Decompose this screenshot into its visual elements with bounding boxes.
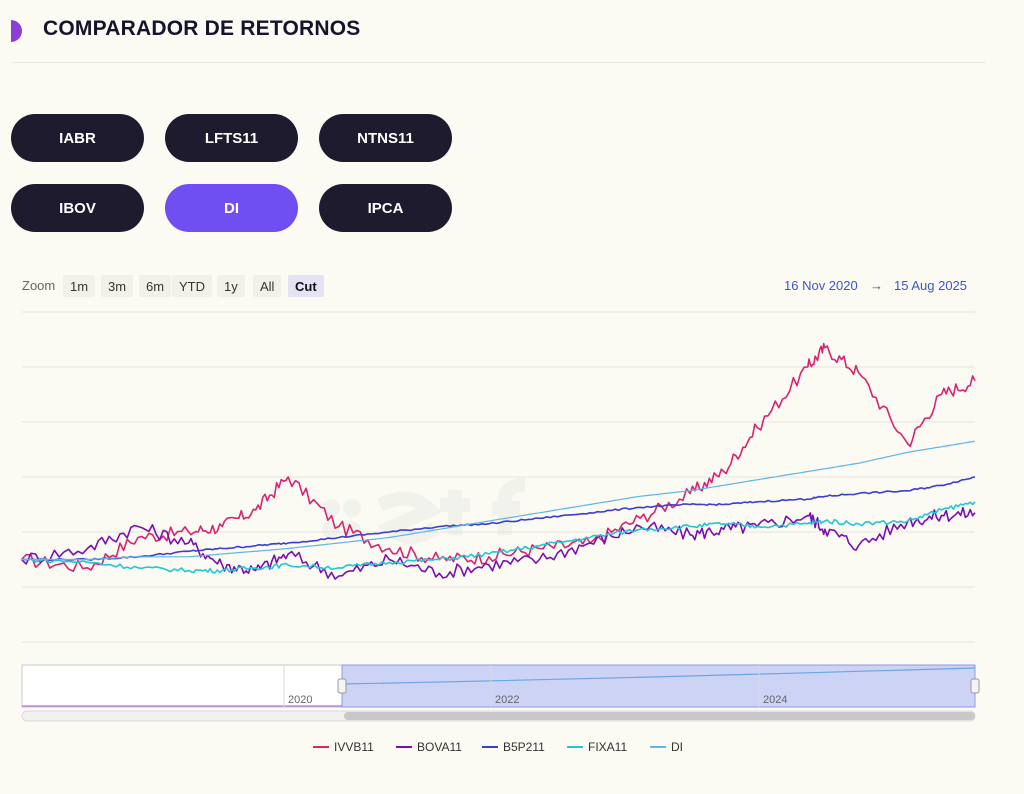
watermark-dot xyxy=(322,521,340,539)
watermark-e xyxy=(376,491,443,544)
page-title: COMPARADOR DE RETORNOS xyxy=(43,17,361,40)
legend-label-di: DI xyxy=(671,740,683,754)
legend-bova11[interactable]: BOVA11 xyxy=(396,739,462,755)
series-line-ivvb11 xyxy=(20,342,976,572)
zoom-6m-button[interactable]: 6m xyxy=(139,275,172,297)
range-navigator: 2020 2022 2024 xyxy=(21,664,980,722)
legend-label-ivvb11: IVVB11 xyxy=(334,740,374,754)
legend-b5p211[interactable]: B5P211 xyxy=(482,739,545,755)
legend-swatch-fixa11 xyxy=(567,746,583,748)
zoom-3m-button[interactable]: 3m xyxy=(101,275,134,297)
legend-label-fixa11: FIXA11 xyxy=(588,740,628,754)
legend-di[interactable]: DI xyxy=(650,739,683,755)
navigator-tick-label: 2024 xyxy=(763,694,787,706)
zoom-all-button[interactable]: All xyxy=(253,275,282,297)
button-ntns11[interactable]: NTNS11 xyxy=(319,114,452,162)
range-start-date[interactable]: 16 Nov 2020 xyxy=(784,278,858,293)
navigator-scrollbar-thumb xyxy=(344,712,975,720)
legend-swatch-di xyxy=(650,746,666,748)
range-arrow: → xyxy=(870,278,883,293)
navigator-handle-right xyxy=(970,678,980,694)
range-end-date[interactable]: 15 Aug 2025 xyxy=(894,278,968,293)
watermark-t xyxy=(440,490,470,535)
legend-swatch-b5p211 xyxy=(482,746,498,748)
header: COMPARADOR DE RETORNOS xyxy=(0,0,1024,62)
zoom-ytd-button[interactable]: YTD xyxy=(172,275,212,297)
zoom-cut-button[interactable]: Cut xyxy=(288,275,324,297)
button-ipca[interactable]: IPCA xyxy=(319,184,452,232)
watermark-dot xyxy=(322,499,340,517)
button-iabr[interactable]: IABR xyxy=(11,114,144,162)
series-line-bova11 xyxy=(20,506,976,580)
watermark-dot xyxy=(343,499,361,517)
navigator-di-line xyxy=(341,667,976,685)
legend-label-bova11: BOVA11 xyxy=(417,740,462,754)
legend-fixa11[interactable]: FIXA11 xyxy=(567,739,627,755)
navigator-tick-label: 2020 xyxy=(288,694,312,706)
navigator-handle-left xyxy=(337,678,347,694)
series-line-di xyxy=(21,440,976,561)
button-di[interactable]: DI xyxy=(165,184,298,232)
series-lines xyxy=(20,342,976,580)
navigator-tick-label: 2022 xyxy=(495,694,519,706)
zoom-1m-button[interactable]: 1m xyxy=(63,275,96,297)
legend-swatch-ivvb11 xyxy=(313,746,329,748)
zoom-1y-button[interactable]: 1y xyxy=(217,275,245,297)
legend-label-b5p211: B5P211 xyxy=(503,740,545,754)
legend-ivvb11[interactable]: IVVB11 xyxy=(313,739,374,755)
chart-grid xyxy=(22,311,975,643)
header-divider xyxy=(11,62,986,63)
button-lfts11[interactable]: LFTS11 xyxy=(165,114,298,162)
zoom-label: Zoom xyxy=(22,278,56,293)
series-line-fixa11 xyxy=(21,501,976,574)
legend-swatch-bova11 xyxy=(396,746,412,748)
watermark-f xyxy=(492,478,526,535)
navigator-selection xyxy=(341,664,976,708)
series-line-b5p211 xyxy=(21,476,976,561)
button-ibov[interactable]: IBOV xyxy=(11,184,144,232)
title-accent-mark xyxy=(11,20,22,42)
